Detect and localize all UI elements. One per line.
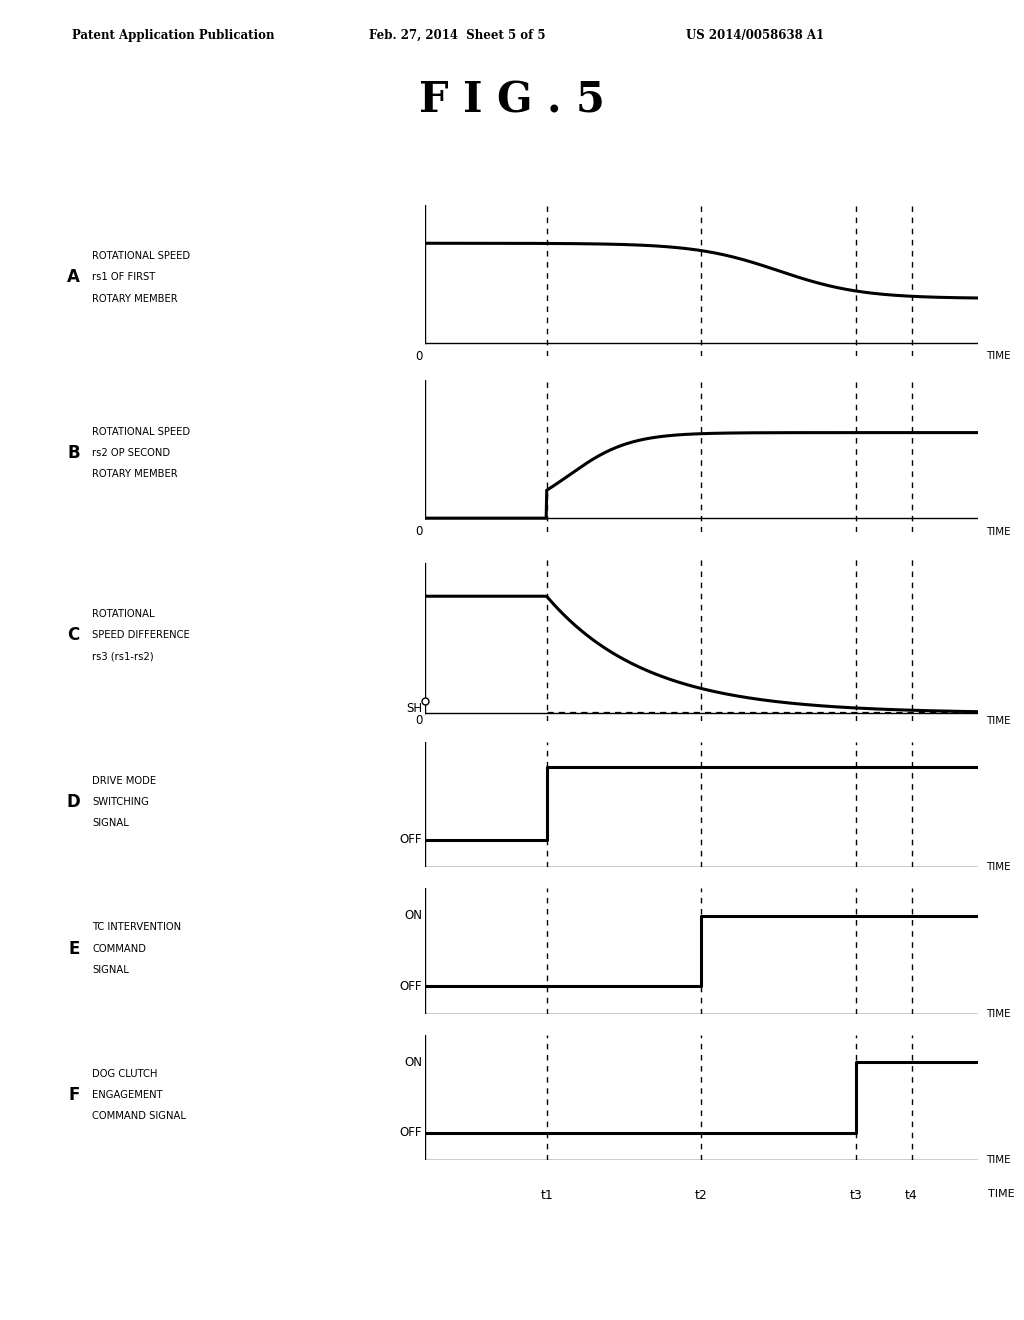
Text: rs2 OP SECOND: rs2 OP SECOND [92, 447, 170, 458]
Text: DRIVE MODE: DRIVE MODE [92, 776, 157, 785]
Text: 0: 0 [415, 525, 422, 539]
Text: COMMAND: COMMAND [92, 944, 146, 953]
Text: ROTATIONAL SPEED: ROTATIONAL SPEED [92, 426, 190, 437]
Text: OFF: OFF [399, 833, 422, 846]
Text: A: A [68, 268, 80, 286]
Text: E: E [68, 940, 80, 957]
Text: Patent Application Publication: Patent Application Publication [72, 29, 274, 42]
Text: TIME: TIME [986, 715, 1011, 726]
Text: OFF: OFF [399, 979, 422, 993]
Text: OFF: OFF [399, 1126, 422, 1139]
Text: ON: ON [404, 1056, 422, 1069]
Text: ROTATIONAL SPEED: ROTATIONAL SPEED [92, 251, 190, 261]
Text: rs3 (rs1-rs2): rs3 (rs1-rs2) [92, 651, 154, 661]
Text: F I G . 5: F I G . 5 [419, 79, 605, 121]
Text: DOG CLUTCH: DOG CLUTCH [92, 1069, 158, 1078]
Text: t3: t3 [850, 1189, 862, 1203]
Text: t1: t1 [541, 1189, 553, 1203]
Text: F: F [68, 1086, 80, 1104]
Text: D: D [67, 793, 81, 810]
Text: TIME: TIME [986, 862, 1011, 873]
Text: SPEED DIFFERENCE: SPEED DIFFERENCE [92, 630, 189, 640]
Text: COMMAND SIGNAL: COMMAND SIGNAL [92, 1111, 186, 1121]
Text: ROTATIONAL: ROTATIONAL [92, 609, 155, 619]
Text: Feb. 27, 2014  Sheet 5 of 5: Feb. 27, 2014 Sheet 5 of 5 [369, 29, 545, 42]
Text: 0: 0 [415, 350, 422, 363]
Text: B: B [68, 444, 80, 462]
Text: SH: SH [407, 702, 422, 715]
Text: rs1 OF FIRST: rs1 OF FIRST [92, 272, 156, 282]
Text: C: C [68, 626, 80, 644]
Text: TIME: TIME [988, 1189, 1015, 1200]
Text: 0: 0 [415, 714, 422, 727]
Text: t4: t4 [905, 1189, 918, 1203]
Text: TIME: TIME [986, 527, 1011, 537]
Text: US 2014/0058638 A1: US 2014/0058638 A1 [686, 29, 824, 42]
Text: TC INTERVENTION: TC INTERVENTION [92, 923, 181, 932]
Text: ENGAGEMENT: ENGAGEMENT [92, 1090, 163, 1100]
Text: TIME: TIME [986, 1008, 1011, 1019]
Text: TIME: TIME [986, 1155, 1011, 1166]
Text: SIGNAL: SIGNAL [92, 818, 129, 828]
Text: TIME: TIME [986, 351, 1011, 362]
Text: SWITCHING: SWITCHING [92, 797, 150, 807]
Text: ON: ON [404, 909, 422, 923]
Text: t2: t2 [695, 1189, 708, 1203]
Text: ROTARY MEMBER: ROTARY MEMBER [92, 293, 178, 304]
Text: SIGNAL: SIGNAL [92, 965, 129, 974]
Text: ROTARY MEMBER: ROTARY MEMBER [92, 469, 178, 479]
